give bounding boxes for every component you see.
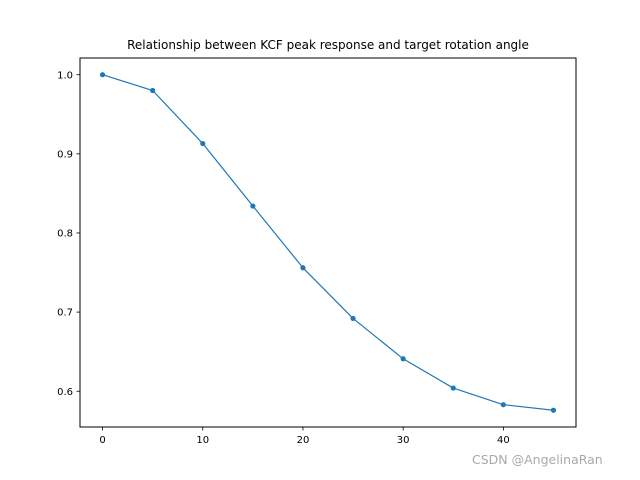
series-layer: [99, 72, 557, 413]
data-point: [150, 87, 156, 94]
data-point: [450, 385, 456, 391]
y-tick-label: 0.8: [57, 229, 73, 240]
x-tick-label: 10: [196, 435, 209, 446]
data-point: [200, 140, 206, 147]
data-point: [550, 407, 557, 413]
watermark: CSDN @AngelinaRan: [472, 452, 603, 467]
chart-title: Relationship between KCF peak response a…: [127, 38, 529, 52]
data-point: [400, 356, 406, 362]
x-tick-label: 0: [99, 435, 105, 446]
data-point: [300, 265, 306, 271]
x-tick-label: 20: [297, 435, 310, 446]
y-tick-label: 0.7: [57, 308, 73, 319]
x-axis: 0 10 20 30 40: [99, 427, 510, 446]
x-tick-label: 40: [497, 435, 510, 446]
y-tick-label: 0.6: [57, 387, 73, 398]
data-point: [99, 72, 106, 78]
data-point: [250, 203, 256, 209]
series-line: [102, 74, 554, 411]
plot-frame: [79, 57, 577, 428]
data-point: [500, 402, 506, 408]
y-tick-label: 1.0: [57, 70, 73, 81]
y-axis: 0.6 0.7 0.8 0.9 1.0: [57, 70, 80, 398]
x-tick-label: 30: [397, 435, 410, 446]
data-point: [350, 315, 356, 322]
y-tick-label: 0.9: [57, 149, 73, 160]
